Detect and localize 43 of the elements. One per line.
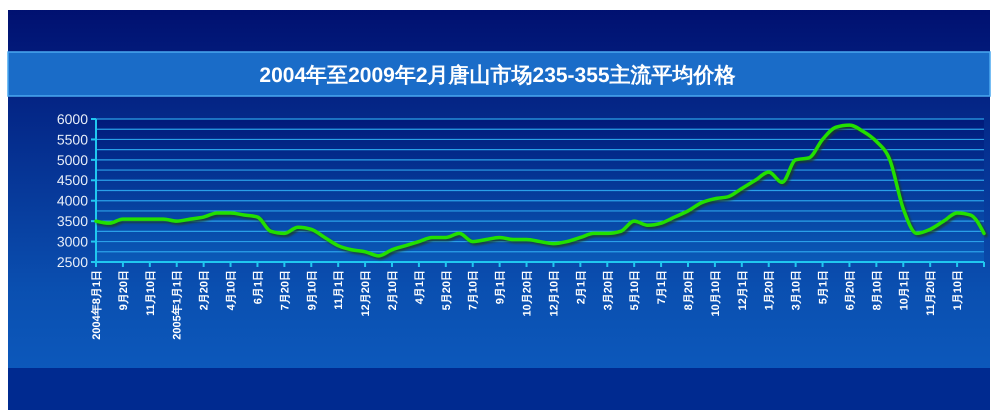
x-tick-label: 10月20日: [522, 270, 534, 316]
x-tick-label: 2004年8月1日: [90, 270, 103, 340]
x-tick-label: 10月10日: [710, 270, 722, 316]
x-tick-label: 7月20日: [279, 270, 292, 310]
x-tick-label: 2005年1月1日: [170, 270, 184, 340]
x-tick-label: 8月20日: [683, 270, 695, 310]
y-tick-label: 6000: [56, 110, 88, 127]
x-tick-label: 3月20日: [602, 270, 614, 310]
x-tick-label: 5月10日: [629, 270, 642, 310]
x-tick-label: 11月1日: [333, 270, 346, 310]
y-tick-label: 4500: [56, 172, 88, 188]
x-tick-label: 5月20日: [440, 270, 453, 310]
x-tick-label: 2月1日: [575, 270, 588, 304]
x-tick-label: 11月20日: [925, 270, 938, 316]
x-tick-label: 1月10日: [952, 270, 964, 310]
y-tick-label: 5500: [56, 131, 88, 148]
y-tick-label: 4000: [56, 192, 88, 209]
x-tick-label: 5月1日: [818, 270, 830, 304]
x-tick-label: 2月20日: [198, 270, 211, 310]
x-tick-label: 9月20日: [118, 270, 130, 310]
x-tick-label: 4月1日: [414, 270, 426, 304]
x-tick-label: 12月1日: [736, 270, 749, 310]
x-tick-label: 9月1日: [494, 270, 507, 304]
x-tick-label: 10月1日: [898, 270, 910, 310]
y-tick-label: 3000: [56, 233, 88, 250]
y-tick-label: 5000: [56, 152, 88, 168]
x-tick-label: 2月10日: [387, 270, 399, 310]
x-tick-label: 11月10日: [144, 270, 157, 316]
y-tick-label: 3500: [56, 213, 88, 230]
x-tick-label: 7月10日: [468, 270, 480, 310]
x-tick-label: 12月10日: [548, 270, 560, 316]
line-series: [94, 123, 986, 258]
x-tick-label: 12月20日: [360, 270, 372, 316]
x-tick-label: 6月20日: [844, 270, 856, 310]
x-tick-label: 3月10日: [790, 270, 803, 310]
x-tick-label: 4月10日: [226, 270, 238, 310]
x-tick-label: 9月10日: [306, 270, 318, 310]
y-tick-label: 2500: [56, 254, 88, 270]
chart-title: 2004年至2009年2月唐山市场235-355主流平均价格: [259, 63, 737, 87]
x-tick-label: 7月1日: [656, 270, 668, 304]
x-tick-label: 8月10日: [871, 270, 884, 310]
x-tick-label: 1月20日: [764, 270, 776, 310]
x-tick-label: 6月1日: [252, 270, 264, 304]
